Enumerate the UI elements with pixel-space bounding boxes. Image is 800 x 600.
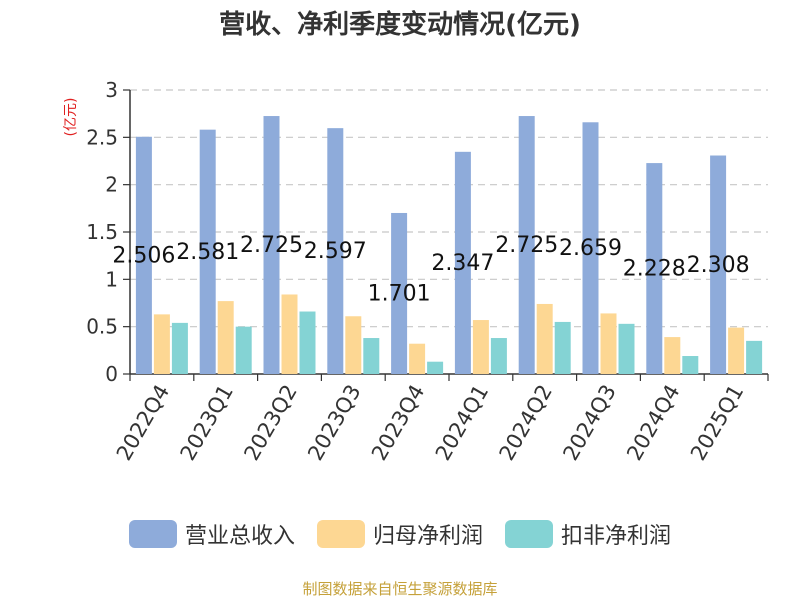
bar-3: [363, 338, 380, 374]
gridlines: [130, 89, 768, 328]
legend-item[interactable]: 扣非净利润: [505, 518, 671, 550]
x-tick-label: 2023Q1: [176, 381, 238, 465]
bar-2: [664, 337, 681, 374]
y-tick-label: 3: [105, 78, 118, 102]
x-tick-label: 2023Q2: [239, 381, 301, 465]
bar-1: [454, 151, 471, 374]
y-tick-label: 0.5: [86, 315, 118, 339]
bar-1: [135, 136, 152, 374]
bar-1: [263, 116, 280, 375]
data-label: 1.701: [368, 281, 431, 306]
x-tick-label: 2024Q2: [495, 381, 557, 465]
data-label: 2.725: [240, 233, 303, 258]
y-tick-label: 0: [105, 362, 118, 386]
legend-swatch: [316, 520, 365, 548]
bar-1: [582, 122, 599, 374]
bar-1: [646, 163, 663, 374]
data-label: 2.308: [687, 253, 750, 278]
bar-1: [327, 128, 344, 374]
x-tick-label: 2024Q4: [622, 381, 684, 465]
x-tick-label: 2023Q3: [303, 381, 365, 465]
bar-3: [490, 338, 507, 374]
bar-2: [409, 343, 426, 374]
legend-item[interactable]: 营业总收入: [128, 518, 295, 550]
data-label: 2.725: [495, 233, 558, 258]
y-tick-label: 1.5: [86, 220, 118, 244]
bar-2: [600, 313, 617, 374]
bar-2: [472, 320, 489, 374]
x-tick-label: 2023Q4: [367, 381, 429, 465]
bars: [135, 116, 763, 375]
y-tick-label: 2: [105, 173, 118, 197]
source-note: 制图数据来自恒生聚源数据库: [302, 580, 498, 598]
data-label: 2.506: [112, 243, 175, 268]
x-tick-label: 2024Q3: [558, 381, 620, 465]
x-tick-label: 2025Q1: [686, 381, 748, 465]
bar-3: [554, 321, 571, 374]
bar-2: [345, 316, 362, 374]
legend-swatch: [505, 520, 553, 548]
legend-label: 归母净利润: [372, 524, 483, 549]
bar-2: [728, 327, 745, 374]
bar-2: [217, 301, 234, 374]
bar-1: [391, 212, 408, 374]
x-tick-label: 2024Q1: [431, 381, 493, 465]
legend-item[interactable]: 归母净利润: [316, 518, 483, 550]
bar-2: [153, 314, 170, 374]
x-tick-label: 2022Q4: [112, 381, 174, 465]
y-tick-label: 2.5: [86, 125, 118, 149]
bar-2: [536, 303, 553, 374]
y-axis-label: (亿元): [63, 98, 79, 137]
bar-3: [682, 356, 699, 374]
data-label: 2.581: [176, 240, 239, 265]
bar-3: [746, 340, 763, 374]
data-label: 2.597: [304, 239, 367, 264]
legend: 营业总收入 归母净利润 扣非净利润: [0, 518, 800, 550]
data-label: 2.228: [623, 257, 686, 282]
bar-3: [299, 311, 316, 374]
bar-3: [618, 323, 635, 374]
legend-label: 扣非净利润: [561, 524, 672, 549]
bar-1: [710, 155, 727, 374]
bar-3: [235, 326, 252, 374]
bar-1: [518, 116, 535, 375]
legend-swatch: [128, 520, 177, 548]
data-label: 2.347: [431, 251, 494, 276]
y-tick-label: 1: [105, 267, 118, 291]
data-label: 2.659: [559, 236, 622, 261]
bar-2: [281, 294, 298, 374]
bar-3: [427, 361, 444, 374]
bar-3: [171, 322, 188, 374]
legend-label: 营业总收入: [184, 524, 295, 549]
chart-title: 营收、净利季度变动情况(亿元): [219, 10, 581, 40]
bar-1: [199, 129, 216, 374]
